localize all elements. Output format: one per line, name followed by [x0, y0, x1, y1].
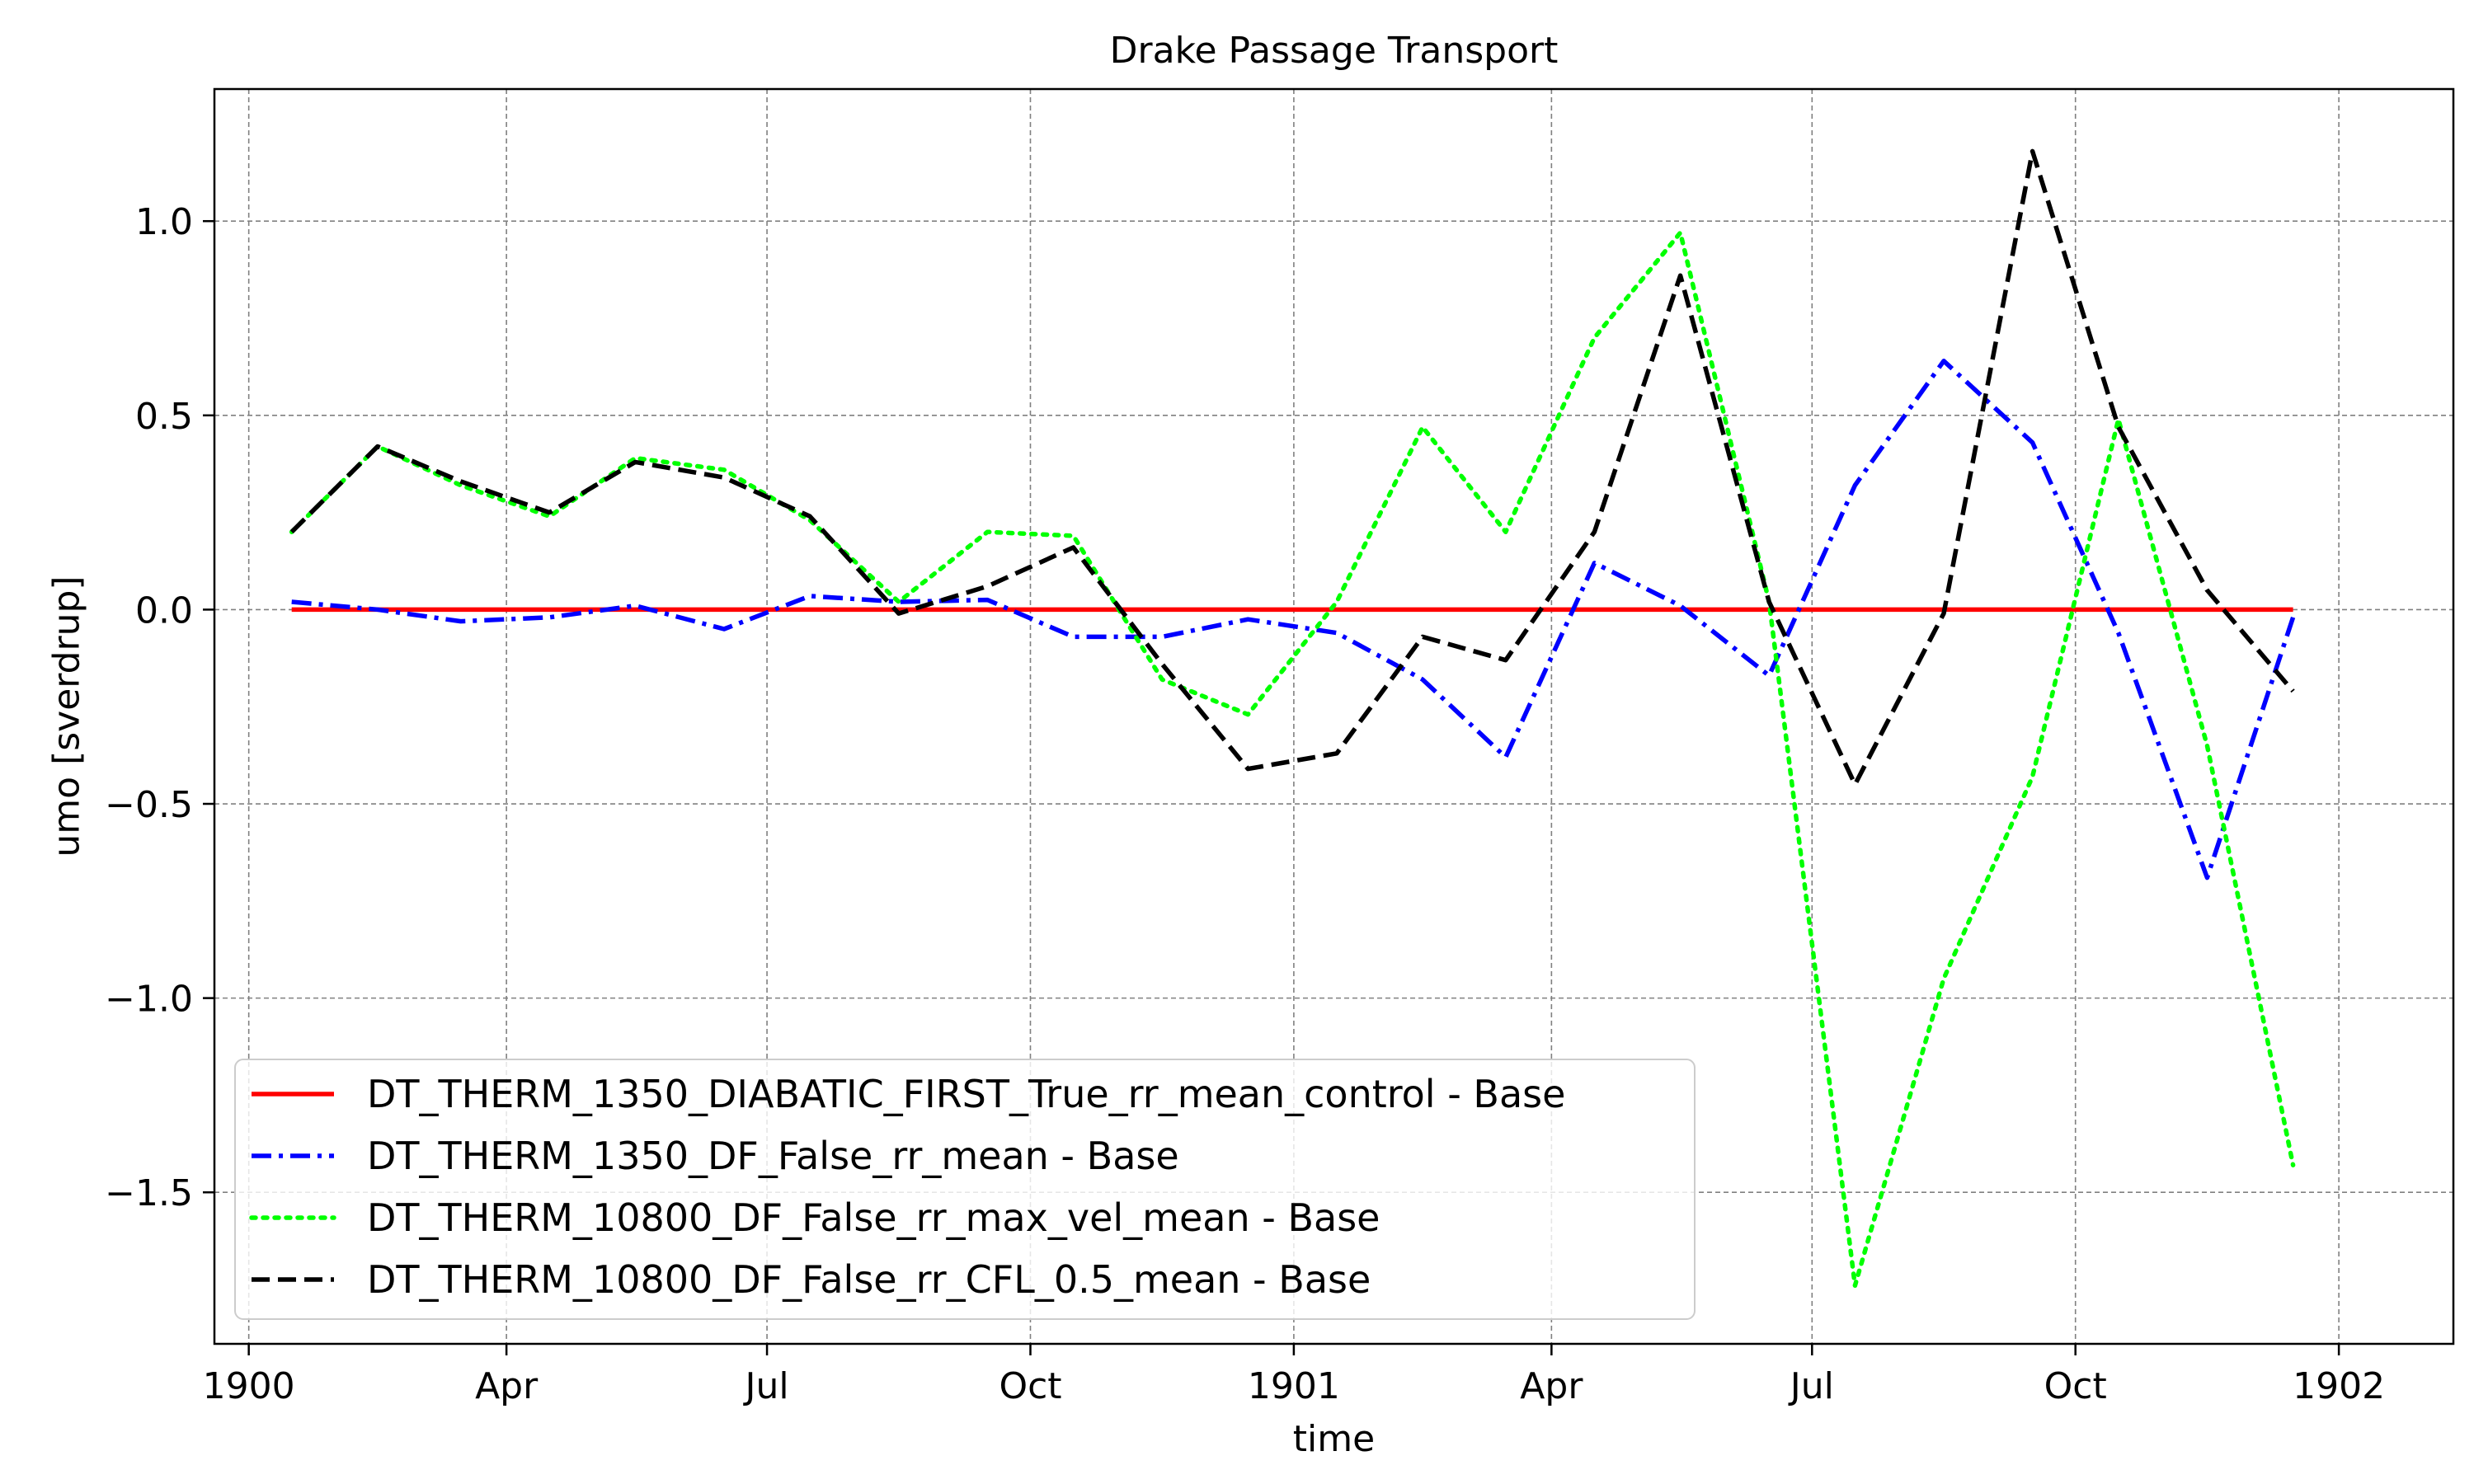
- x-tick-label: Oct: [2044, 1365, 2107, 1407]
- x-axis-label: time: [1293, 1418, 1375, 1460]
- legend-entry-label: DT_THERM_1350_DIABATIC_FIRST_True_rr_mea…: [367, 1072, 1565, 1116]
- x-tick-label: 1901: [1248, 1365, 1340, 1407]
- legend-entry-label: DT_THERM_10800_DF_False_rr_max_vel_mean …: [367, 1195, 1380, 1240]
- legend-entry-label: DT_THERM_1350_DF_False_rr_mean - Base: [367, 1134, 1179, 1178]
- y-tick-label: −1.0: [105, 979, 193, 1021]
- grid-lines: [214, 89, 2453, 1344]
- legend: DT_THERM_1350_DIABATIC_FIRST_True_rr_mea…: [234, 1059, 1696, 1320]
- series-line-2: [291, 359, 2296, 881]
- y-axis-label: umo [sverdrup]: [45, 575, 87, 857]
- x-tick-label: Apr: [475, 1365, 539, 1407]
- y-tick-label: −0.5: [105, 784, 193, 826]
- legend-entry-label: DT_THERM_10800_DF_False_rr_CFL_0.5_mean …: [367, 1257, 1371, 1302]
- plot-area-frame: [213, 87, 2455, 1345]
- x-tick-label: Oct: [999, 1365, 1061, 1407]
- y-tick-label: 0.5: [135, 396, 193, 438]
- x-tick-label: Jul: [743, 1365, 789, 1407]
- y-tick-label: 1.0: [135, 201, 193, 243]
- x-tick-label: 1900: [203, 1365, 295, 1407]
- x-tick-label: Jul: [1788, 1365, 1834, 1407]
- series-line-3: [289, 230, 2296, 1289]
- chart-title: Drake Passage Transport: [1110, 30, 1559, 72]
- series-line-4: [289, 148, 2295, 787]
- x-tick-label: Apr: [1520, 1365, 1583, 1407]
- y-axis-ticks: 1.0 0.5 0.0 −0.5 −1.0 −1.5: [105, 201, 214, 1214]
- y-tick-label: −1.5: [105, 1172, 193, 1214]
- y-tick-label: 0.0: [135, 589, 193, 632]
- x-tick-label: 1902: [2293, 1365, 2385, 1407]
- legend-box: [234, 1059, 1696, 1320]
- x-axis-ticks: 1900 Apr Jul Oct 1901 Apr Jul Oct 1902: [203, 1344, 2385, 1407]
- series-lines: [289, 148, 2296, 1289]
